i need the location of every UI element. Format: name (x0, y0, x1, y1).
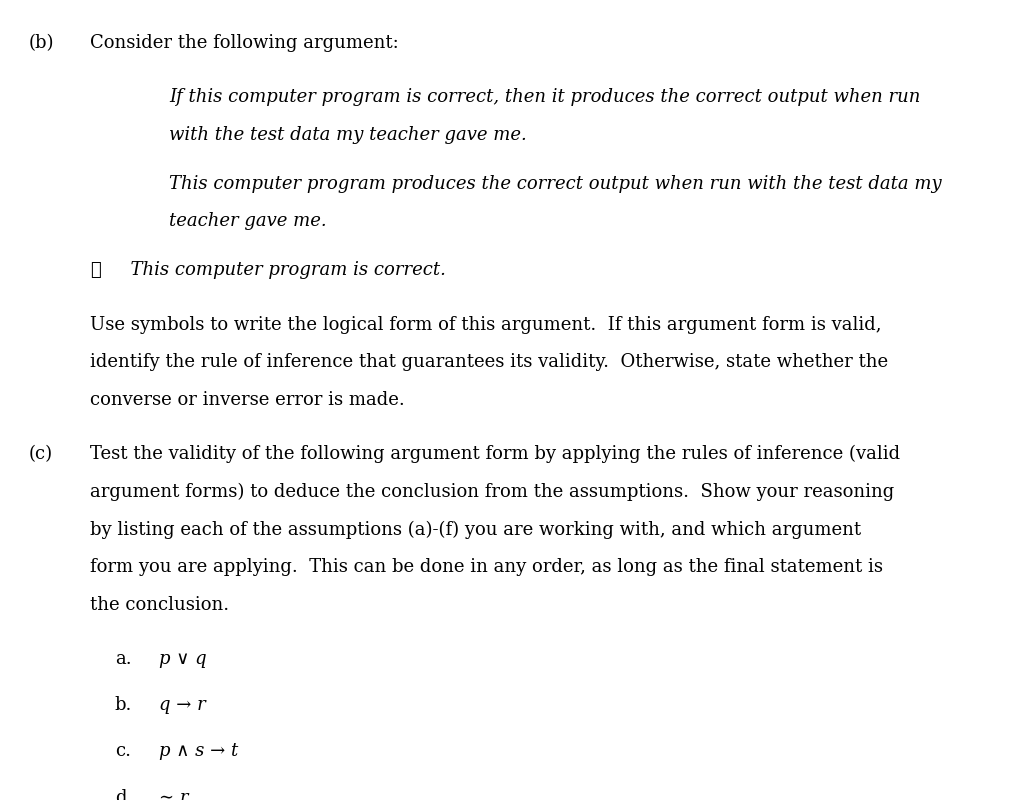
Text: b.: b. (115, 696, 132, 714)
Text: p ∧ s → t: p ∧ s → t (159, 742, 238, 761)
Text: d.: d. (115, 789, 132, 800)
Text: p ∨ q: p ∨ q (159, 650, 207, 668)
Text: with the test data my teacher gave me.: with the test data my teacher gave me. (169, 126, 526, 144)
Text: (c): (c) (29, 445, 53, 463)
Text: This computer program produces the correct output when run with the test data my: This computer program produces the corre… (169, 174, 942, 193)
Text: the conclusion.: the conclusion. (90, 595, 229, 614)
Text: Use symbols to write the logical form of this argument.  If this argument form i: Use symbols to write the logical form of… (90, 315, 882, 334)
Text: Consider the following argument:: Consider the following argument: (90, 34, 399, 51)
Text: teacher gave me.: teacher gave me. (169, 212, 327, 230)
Text: ∼ r: ∼ r (159, 789, 188, 800)
Text: converse or inverse error is made.: converse or inverse error is made. (90, 390, 404, 409)
Text: If this computer program is correct, then it produces the correct output when ru: If this computer program is correct, the… (169, 88, 921, 106)
Text: a.: a. (115, 650, 131, 668)
Text: (b): (b) (29, 34, 54, 51)
Text: Test the validity of the following argument form by applying the rules of infere: Test the validity of the following argum… (90, 445, 900, 463)
Text: c.: c. (115, 742, 131, 761)
Text: form you are applying.  This can be done in any order, as long as the final stat: form you are applying. This can be done … (90, 558, 883, 576)
Text: q → r: q → r (159, 696, 206, 714)
Text: This computer program is correct.: This computer program is correct. (119, 261, 445, 279)
Text: ∴: ∴ (90, 261, 100, 279)
Text: by listing each of the assumptions (a)-(f) you are working with, and which argum: by listing each of the assumptions (a)-(… (90, 520, 861, 538)
Text: identify the rule of inference that guarantees its validity.  Otherwise, state w: identify the rule of inference that guar… (90, 353, 888, 371)
Text: argument forms) to deduce the conclusion from the assumptions.  Show your reason: argument forms) to deduce the conclusion… (90, 482, 894, 501)
